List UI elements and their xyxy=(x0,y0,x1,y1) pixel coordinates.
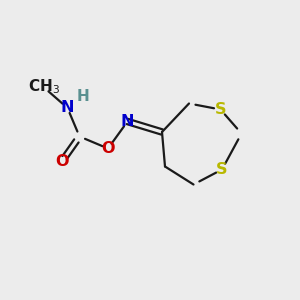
Text: H: H xyxy=(76,89,89,104)
Text: O: O xyxy=(55,154,68,169)
Text: S: S xyxy=(216,162,228,177)
Text: CH$_3$: CH$_3$ xyxy=(28,78,59,96)
Text: N: N xyxy=(121,114,134,129)
Text: N: N xyxy=(61,100,74,116)
Text: S: S xyxy=(215,102,226,117)
Text: O: O xyxy=(101,141,115,156)
